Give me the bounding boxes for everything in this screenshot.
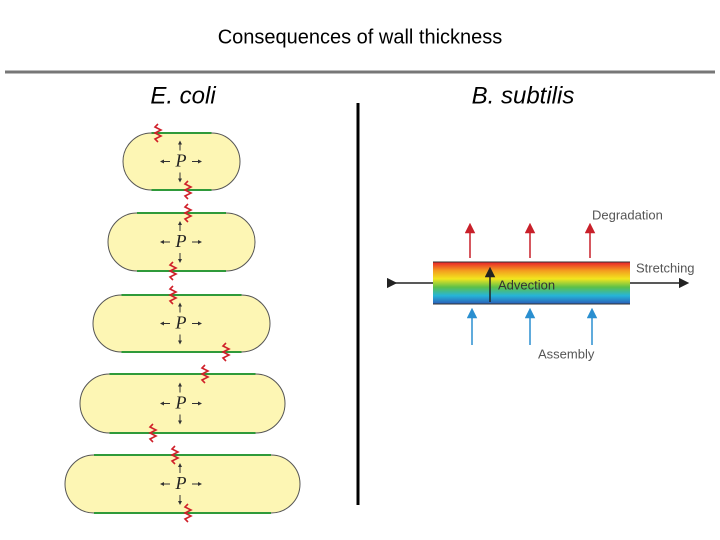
wall-break — [183, 503, 193, 523]
diagram-label: Degradation — [592, 207, 663, 222]
slide-title: Consequences of wall thickness — [218, 26, 503, 48]
wall-break — [183, 203, 193, 223]
pressure-label: P — [175, 313, 187, 333]
wall-diagram: Degradation Stretching Advection Assembl… — [386, 207, 695, 361]
diagram-label: Stretching — [636, 260, 695, 275]
wall-break — [168, 261, 178, 281]
wall-break — [221, 342, 231, 362]
wall-layer — [433, 262, 630, 304]
pressure-label: P — [175, 151, 187, 171]
pressure-label: P — [175, 473, 187, 493]
cells: P P P P P — [64, 123, 301, 523]
diagram-label: Advection — [498, 277, 555, 292]
pressure-label: P — [175, 393, 187, 413]
wall-break — [148, 423, 158, 443]
wall-break — [153, 123, 163, 143]
column-label: B. subtilis — [472, 82, 575, 109]
wall-break — [168, 285, 178, 305]
wall-break — [183, 180, 193, 200]
diagram-label: Assembly — [538, 346, 595, 361]
pressure-label: P — [175, 231, 187, 251]
wall-break — [200, 364, 210, 384]
column-label: E. coli — [150, 82, 216, 109]
wall-break — [170, 445, 180, 465]
